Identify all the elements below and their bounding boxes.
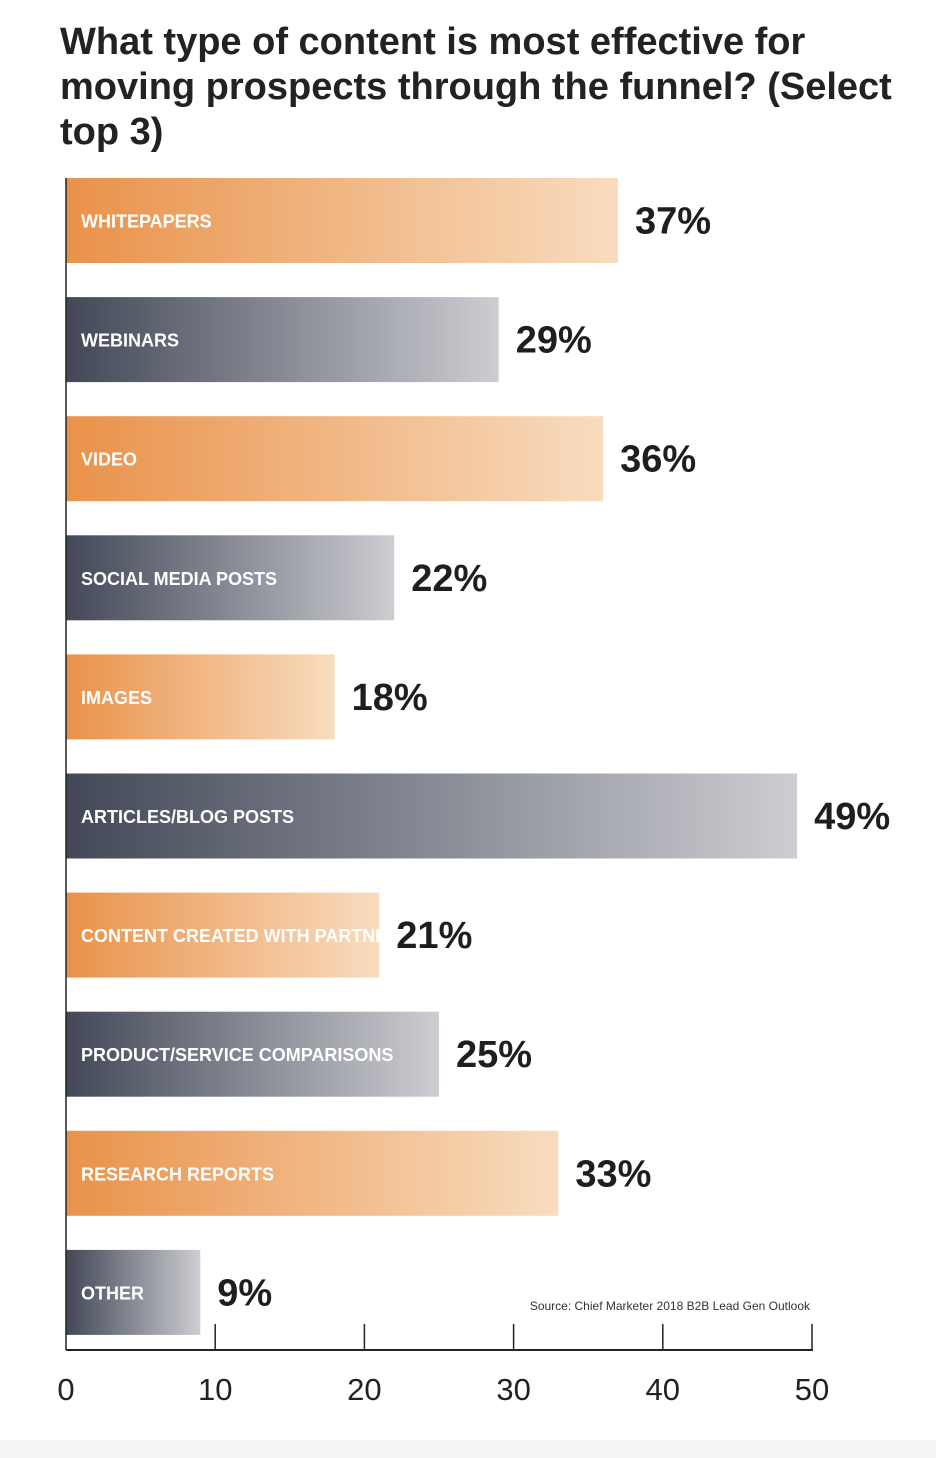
bar-1: [66, 297, 499, 383]
x-tick-label: 0: [57, 1372, 74, 1407]
bar-category-label: RESEARCH REPORTS: [81, 1164, 274, 1184]
bar-category-label: CONTENT CREATED WITH PARTNERS: [81, 926, 412, 946]
bars-layer: WHITEPAPERS 37% WEBINARS 29% VIDEO 36% SOCIAL …: [66, 178, 890, 1335]
bar-category-label: OTHER: [81, 1283, 144, 1303]
bar-6: [66, 892, 380, 978]
bar-value-label: 22%: [411, 558, 487, 600]
bar-value-label: 25%: [456, 1034, 532, 1076]
bar-category-label: IMAGES: [81, 688, 152, 708]
bar-0: [66, 178, 618, 263]
bar-9: [66, 1249, 201, 1335]
bar-value-label: 18%: [352, 677, 428, 719]
x-tick-label: 40: [646, 1372, 680, 1407]
x-tick-label: 20: [347, 1372, 381, 1407]
bar-value-label: 36%: [620, 439, 696, 481]
x-axis: 0 10 20 30 40 50: [57, 178, 829, 1407]
chart-title: What type of content is most effective f…: [60, 21, 892, 153]
bottom-band: [0, 1440, 936, 1458]
x-tick-label: 50: [795, 1372, 829, 1407]
bar-4: [66, 654, 335, 740]
bar-value-label: 29%: [516, 320, 592, 362]
source-note: Source: Chief Marketer 2018 B2B Lead Gen…: [530, 1299, 811, 1313]
bar-value-label: 33%: [575, 1153, 651, 1195]
bar-category-label: WHITEPAPERS: [81, 212, 212, 232]
bar-category-label: PRODUCT/SERVICE COMPARISONS: [81, 1045, 393, 1065]
bar-category-label: ARTICLES/BLOG POSTS: [81, 807, 294, 827]
bar-category-label: WEBINARS: [81, 331, 179, 351]
bar-3: [66, 535, 395, 621]
bar-value-label: 49%: [814, 796, 890, 838]
bar-value-label: 21%: [396, 915, 472, 957]
bar-7: [66, 1011, 439, 1097]
bar-category-label: VIDEO: [81, 450, 137, 470]
x-tick-label: 10: [198, 1372, 232, 1407]
bar-value-label: 37%: [635, 201, 711, 243]
bar-8: [66, 1130, 559, 1216]
bar-5: [66, 773, 798, 859]
bar-category-label: SOCIAL MEDIA POSTS: [81, 569, 277, 589]
x-tick-label: 30: [496, 1372, 530, 1407]
bar-2: [66, 416, 604, 502]
bar-value-label: 9%: [217, 1272, 272, 1314]
